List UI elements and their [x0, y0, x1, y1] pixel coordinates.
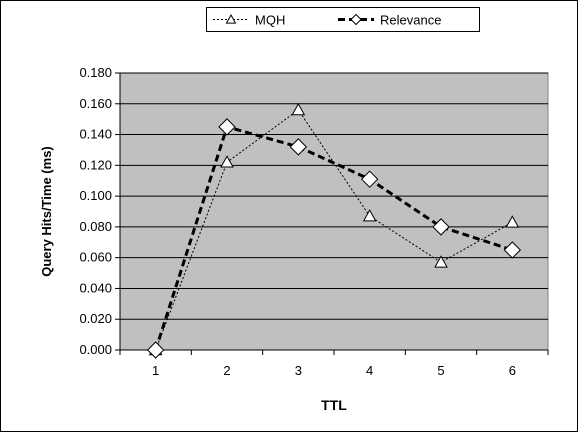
data-point-diamond — [360, 170, 379, 188]
data-point-triangle — [362, 209, 377, 222]
y-tick-label: 0.080 — [79, 219, 112, 234]
x-tick-label: 5 — [437, 363, 444, 378]
y-tick-label: 0.160 — [79, 96, 112, 111]
y-axis: 0.000 0.020 0.040 0.060 0.080 0.100 0.120 0.140… — [79, 65, 121, 357]
y-tick-label: 0.180 — [79, 65, 112, 80]
legend-item: MQH — [213, 13, 285, 28]
data-point-diamond — [503, 241, 522, 259]
y-tick-label: 0.020 — [79, 311, 112, 326]
data-point-diamond — [289, 138, 308, 156]
series-layer — [146, 102, 522, 359]
y-tick-label: 0.140 — [79, 127, 112, 142]
gridlines — [120, 72, 548, 320]
x-tick-label: 4 — [366, 363, 373, 378]
x-axis: 1 2 3 4 5 6 — [119, 349, 549, 378]
y-tick-label: 0.120 — [79, 157, 112, 172]
legend-label: Relevance — [380, 13, 441, 28]
x-axis-title: TTL — [321, 397, 347, 413]
x-tick-label: 1 — [152, 363, 159, 378]
data-point-triangle — [220, 155, 234, 168]
data-point-triangle — [505, 215, 520, 228]
y-tick-label: 0.060 — [79, 250, 112, 265]
legend-item: Relevance — [338, 13, 441, 28]
x-tick-label: 3 — [295, 363, 302, 378]
y-tick-label: 0.100 — [79, 188, 112, 203]
x-tick-label: 2 — [223, 363, 230, 378]
legend-marker — [350, 13, 362, 26]
data-point-diamond — [432, 218, 450, 236]
legend: MQH Relevance — [206, 7, 480, 32]
data-point-diamond — [218, 118, 236, 136]
legend-label: MQH — [255, 13, 285, 28]
data-point-triangle — [291, 102, 306, 116]
data-point-triangle — [434, 255, 448, 268]
series-relevance — [146, 118, 522, 359]
x-tick-label: 6 — [509, 363, 516, 378]
y-axis-title: Query Hits/Time (ms) — [39, 146, 54, 277]
data-point-diamond — [146, 341, 165, 359]
y-tick-label: 0.000 — [79, 342, 112, 357]
y-tick-label: 0.040 — [79, 280, 112, 295]
series-line — [154, 125, 513, 351]
plot-area — [119, 72, 549, 351]
legend-marker — [225, 13, 237, 24]
